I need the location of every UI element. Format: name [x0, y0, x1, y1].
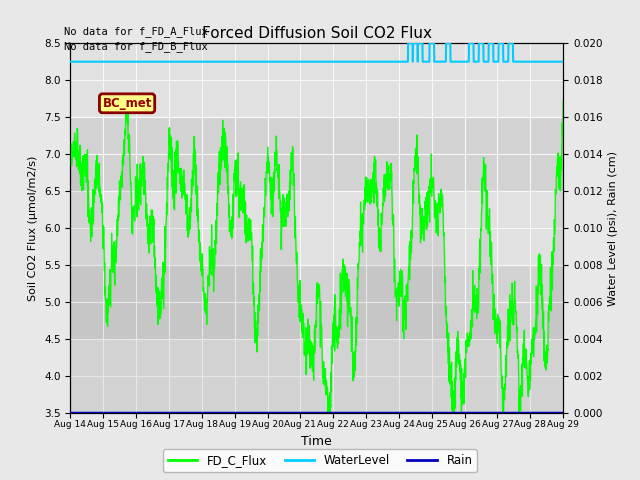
Bar [70, 43, 563, 117]
FD_C_Flux [559, 97, 567, 103]
FD_C_Flux [545, 306, 553, 312]
Text: No data for f_FD_A_Flux: No data for f_FD_A_Flux [64, 26, 208, 37]
Line: WaterLevel: WaterLevel [70, 43, 563, 62]
Rain [545, 410, 552, 416]
Text: BC_met: BC_met [102, 97, 152, 110]
WaterLevel [404, 40, 412, 46]
FD_C_Flux [67, 156, 74, 162]
Rain [559, 410, 567, 416]
FD_C_Flux [122, 93, 130, 98]
WaterLevel [306, 59, 314, 65]
FD_C_Flux [307, 337, 314, 343]
Rain [67, 410, 74, 416]
WaterLevel [293, 59, 301, 65]
FD_C_Flux [324, 410, 332, 416]
FD_C_Flux [92, 176, 99, 181]
WaterLevel [545, 59, 553, 65]
WaterLevel [559, 59, 567, 65]
WaterLevel [455, 59, 463, 65]
X-axis label: Time: Time [301, 435, 332, 448]
Y-axis label: Water Level (psi), Rain (cm): Water Level (psi), Rain (cm) [608, 151, 618, 305]
Line: FD_C_Flux: FD_C_Flux [70, 96, 563, 413]
Rain [454, 410, 462, 416]
WaterLevel [545, 59, 553, 65]
Bar [70, 191, 563, 265]
Title: Forced Diffusion Soil CO2 Flux: Forced Diffusion Soil CO2 Flux [202, 25, 432, 41]
Y-axis label: Soil CO2 Flux (μmol/m2/s): Soil CO2 Flux (μmol/m2/s) [29, 156, 38, 300]
FD_C_Flux [293, 277, 301, 283]
Text: No data for f_FD_B_Flux: No data for f_FD_B_Flux [64, 41, 208, 52]
Rain [92, 410, 99, 416]
Rain [293, 410, 301, 416]
Bar [70, 339, 563, 413]
WaterLevel [92, 59, 99, 65]
FD_C_Flux [545, 297, 553, 302]
FD_C_Flux [455, 361, 463, 367]
Rain [545, 410, 553, 416]
WaterLevel [67, 59, 74, 65]
Rain [306, 410, 314, 416]
Legend: FD_C_Flux, WaterLevel, Rain: FD_C_Flux, WaterLevel, Rain [163, 449, 477, 472]
